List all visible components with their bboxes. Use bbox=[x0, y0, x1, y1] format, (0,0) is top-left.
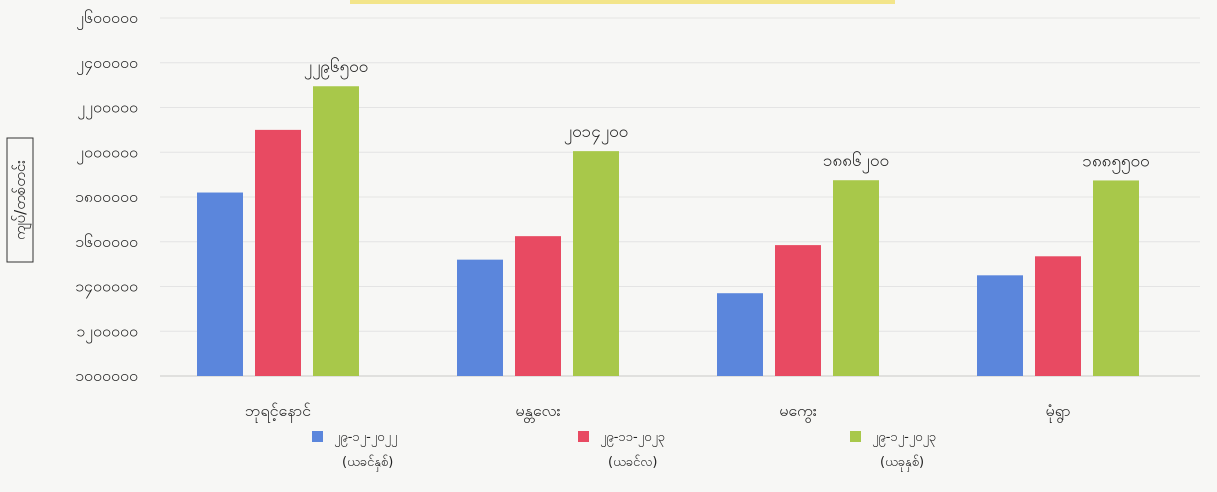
x-category-label: မကွေး bbox=[779, 401, 817, 423]
bar-2-4 bbox=[1035, 256, 1081, 376]
legend-sublabel: (ယခင်လ) bbox=[608, 454, 657, 470]
y-axis-label-group: ကျပ်/တစ်တင်း bbox=[6, 137, 34, 263]
top-strip bbox=[350, 0, 895, 4]
legend-swatch bbox=[850, 431, 861, 442]
bar-1-1 bbox=[197, 192, 243, 376]
legend-swatch bbox=[578, 431, 589, 442]
legend-swatch bbox=[312, 431, 323, 442]
legend-label: ၂၉-၁၁-၂၀၂၃ bbox=[600, 430, 665, 447]
y-tick-label: ၂၆၀၀၀၀၀ bbox=[76, 8, 138, 30]
y-tick-label: ၁၆၀၀၀၀၀ bbox=[75, 232, 138, 251]
bar-3-2 bbox=[573, 151, 619, 376]
bar-3-4 bbox=[1093, 180, 1139, 376]
y-tick-label: ၂၄၀၀၀၀၀ bbox=[76, 53, 138, 75]
legend-label: ၂၉-၁၂-၂၀၂၂ bbox=[334, 430, 397, 447]
bar-1-2 bbox=[457, 259, 503, 376]
bar-2-1 bbox=[255, 129, 301, 376]
bar-2-3 bbox=[775, 245, 821, 376]
y-tick-label: ၁၄၀၀၀၀၀ bbox=[75, 277, 138, 299]
x-category-label: မုံရွာ bbox=[1046, 401, 1071, 423]
y-tick-label: ၁၂၀၀၀၀၀ bbox=[76, 321, 138, 343]
data-label: ၂၀၁၄၂၀၀ bbox=[564, 122, 629, 145]
bar-3-3 bbox=[833, 180, 879, 376]
x-category-label: ဘုရင့်နောင် bbox=[245, 401, 311, 423]
legend-sublabel: (ယခုနှစ်) bbox=[880, 454, 924, 472]
y-tick-label: ၂၂၀၀၀၀၀ bbox=[77, 98, 138, 120]
bar-1-4 bbox=[977, 275, 1023, 376]
bar-3-1 bbox=[313, 86, 359, 377]
data-label: ၂၂၉၆၅၀၀ bbox=[304, 56, 369, 80]
data-label: ၁၈၈၆၂၀၀ bbox=[823, 150, 889, 174]
legend-sublabel: (ယခင်နှစ်) bbox=[342, 454, 393, 472]
y-axis-label-box bbox=[6, 137, 34, 263]
y-tick-label: ၂၀၀၀၀၀၀ bbox=[76, 142, 138, 164]
bar-1-3 bbox=[717, 293, 763, 376]
y-tick-label: ၁၈၀၀၀၀၀ bbox=[75, 187, 138, 206]
data-label: ၁၈၈၅၅၀၀ bbox=[1082, 151, 1149, 174]
bar-2-2 bbox=[515, 236, 561, 376]
y-tick-label: ၁၀၀၀၀၀၀ bbox=[75, 366, 138, 385]
x-category-label: မန္တလေး bbox=[515, 401, 560, 423]
y-axis-label: ကျပ်/တစ်တင်း bbox=[11, 160, 32, 240]
legend-label: ၂၉-၁၂-၂၀၂၃ bbox=[872, 430, 936, 447]
